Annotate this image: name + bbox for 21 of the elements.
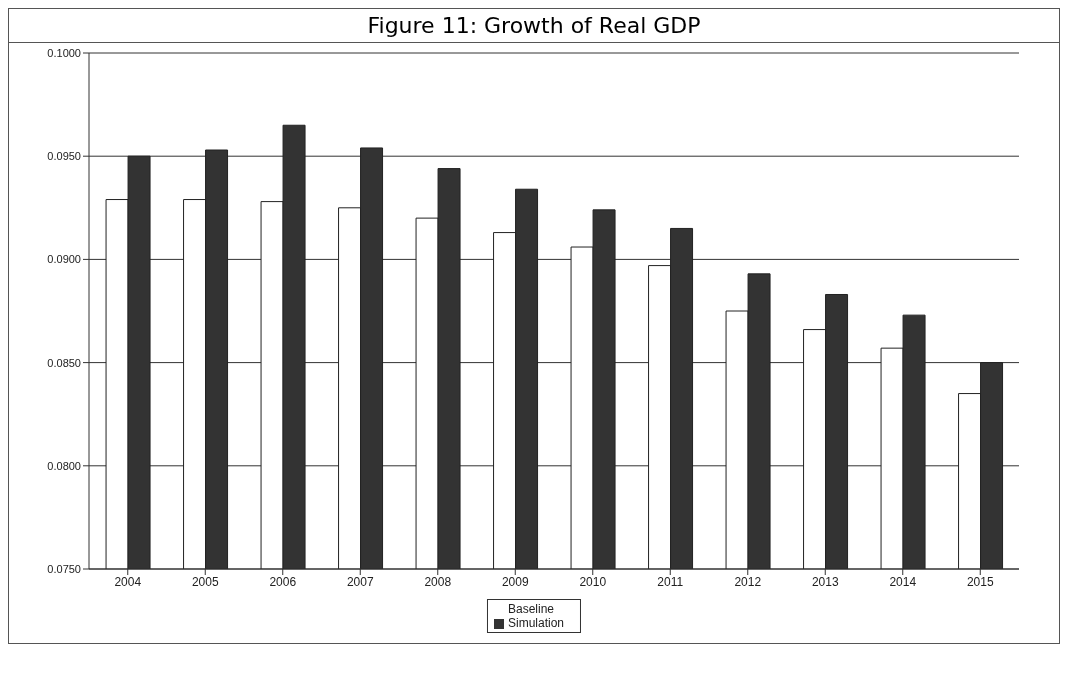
y-tick-label: 0.0900: [47, 253, 81, 266]
x-tick-label: 2008: [424, 574, 452, 589]
x-tick-label: 2007: [346, 574, 374, 589]
x-tick-label: 2010: [579, 574, 607, 589]
y-tick-label: 0.0750: [47, 562, 81, 575]
y-tick-label: 0.0950: [47, 150, 81, 163]
y-tick-label: 0.0850: [47, 356, 81, 369]
x-tick-label: 2005: [191, 574, 219, 589]
x-tick-label: 2004: [114, 574, 142, 589]
y-tick-label: 0.1000: [47, 46, 81, 59]
legend-label: Simulation: [507, 616, 565, 630]
chart-title: Figure 11: Growth of Real GDP: [9, 9, 1059, 43]
x-tick-label: 2006: [269, 574, 297, 589]
x-tick-label: 2013: [811, 574, 839, 589]
x-tick-label: 2014: [889, 574, 917, 589]
text: Baseline: [507, 602, 555, 616]
x-tick-label: 2015: [966, 574, 994, 589]
x-tick-label: 2012: [734, 574, 762, 589]
x-tick-label: 2009: [501, 574, 529, 589]
x-tick-label: 2011: [657, 574, 684, 589]
y-tick-label: 0.0800: [47, 459, 81, 472]
